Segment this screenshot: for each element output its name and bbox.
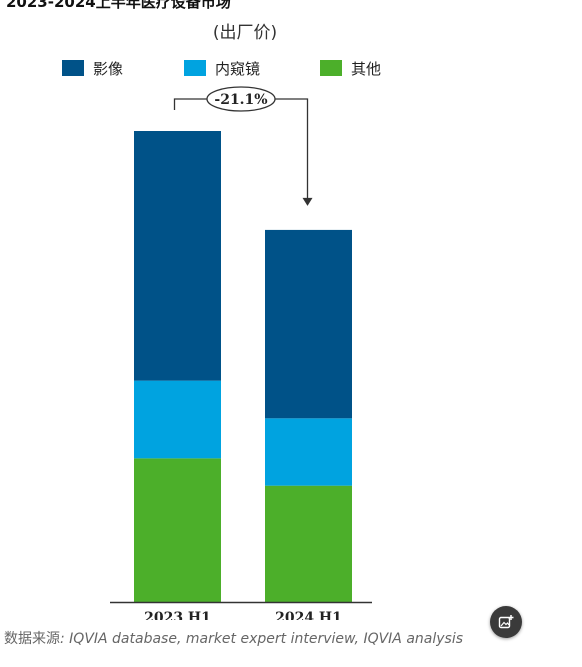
bar-segment	[265, 485, 352, 602]
legend-label: 其他	[351, 60, 381, 78]
growth-label: -21.1%	[214, 92, 267, 108]
growth-arrowhead	[302, 197, 313, 206]
bar-segment	[134, 380, 221, 459]
bar-segment	[134, 458, 221, 602]
source-label: 数据来源	[4, 631, 60, 647]
legend-label: 内窥镜	[215, 60, 260, 78]
legend-label: 影像	[93, 60, 123, 78]
data-source: 数据来源: IQVIA database, market expert inte…	[4, 628, 463, 648]
chart-title: 2023-2024上半年医疗设备市场	[6, 0, 231, 11]
stacked-bar-chart: 2023 H1 2024 H1 影像 内窥镜 其他 -21.1%	[62, 60, 381, 620]
growth-badge	[206, 86, 276, 112]
chart-subtitle: (出厂价)	[212, 23, 278, 43]
source-text: : IQVIA database, market expert intervie…	[60, 631, 464, 647]
x-tick-label: 2024 H1	[275, 610, 342, 620]
bar-segment	[134, 131, 221, 381]
image-add-icon	[498, 615, 514, 629]
legend-swatch	[184, 60, 206, 76]
legend-swatch	[62, 60, 84, 76]
bar-segment	[265, 418, 352, 486]
bar-segment	[265, 229, 352, 419]
legend-swatch	[320, 60, 342, 76]
image-add-button[interactable]	[490, 606, 522, 638]
x-tick-label: 2023 H1	[144, 610, 211, 620]
